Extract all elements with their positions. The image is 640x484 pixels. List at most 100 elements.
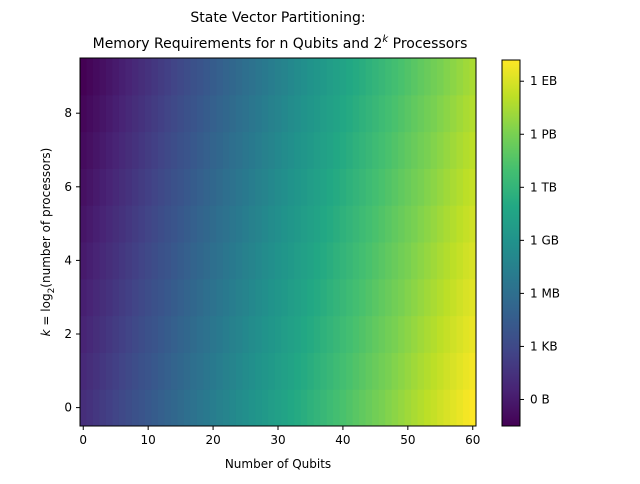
heatmap-cell xyxy=(372,352,380,390)
heatmap-cell xyxy=(437,168,445,206)
heatmap-cell xyxy=(248,352,256,390)
heatmap-cell xyxy=(339,315,347,353)
heatmap-cell xyxy=(105,389,113,427)
heatmap-cell xyxy=(105,242,113,280)
heatmap-cell xyxy=(86,352,94,390)
heatmap-cell xyxy=(190,315,198,353)
heatmap-cell xyxy=(112,278,120,317)
heatmap-cell xyxy=(326,205,334,243)
heatmap-cell xyxy=(125,131,133,169)
heatmap-cell xyxy=(281,389,289,427)
heatmap-cell xyxy=(437,242,445,280)
heatmap-cell xyxy=(424,352,432,390)
heatmap-cell xyxy=(99,315,107,353)
heatmap-cell xyxy=(365,131,373,169)
heatmap-cell xyxy=(92,168,100,206)
heatmap-cell xyxy=(417,58,425,96)
heatmap-cell xyxy=(99,389,107,427)
heatmap-cell xyxy=(99,205,107,243)
heatmap-cell xyxy=(92,352,100,390)
heatmap-cell xyxy=(190,168,198,206)
heatmap-cell xyxy=(157,58,165,96)
heatmap-cell xyxy=(346,168,354,206)
heatmap-cell xyxy=(294,242,302,280)
heatmap-cell xyxy=(463,168,471,206)
heatmap-cell xyxy=(320,131,328,169)
heatmap-cell xyxy=(170,58,178,96)
heatmap-cell xyxy=(151,94,159,133)
heatmap-cell xyxy=(235,315,243,353)
heatmap-cell xyxy=(105,205,113,243)
x-tick-label: 50 xyxy=(400,433,415,447)
heatmap-cell xyxy=(378,352,386,390)
heatmap-cell xyxy=(190,278,198,317)
heatmap-cell xyxy=(118,315,126,353)
heatmap-cell xyxy=(255,278,263,317)
heatmap-cell xyxy=(216,278,224,317)
heatmap-cell xyxy=(430,168,438,206)
heatmap-cell xyxy=(450,94,458,133)
heatmap-cell xyxy=(365,205,373,243)
heatmap-cell xyxy=(209,278,217,317)
heatmap-cell xyxy=(365,278,373,317)
heatmap-cell xyxy=(424,58,432,96)
heatmap-cell xyxy=(144,168,152,206)
heatmap-cell xyxy=(313,58,321,96)
heatmap-cell xyxy=(287,131,295,169)
heatmap-cell xyxy=(92,389,100,427)
heatmap-cell xyxy=(385,278,393,317)
heatmap-cell xyxy=(294,352,302,390)
heatmap-cell xyxy=(307,352,315,390)
heatmap-cell xyxy=(235,278,243,317)
heatmap-cell xyxy=(411,389,419,427)
heatmap-cell xyxy=(222,94,230,133)
heatmap-cell xyxy=(281,205,289,243)
heatmap-cell xyxy=(359,278,367,317)
heatmap-cell xyxy=(86,389,94,427)
heatmap-cell xyxy=(242,389,250,427)
heatmap-cell xyxy=(274,352,282,390)
heatmap-cell xyxy=(287,315,295,353)
heatmap-cell xyxy=(339,352,347,390)
heatmap-cell xyxy=(164,352,172,390)
heatmap-cell xyxy=(385,389,393,427)
heatmap-cell xyxy=(391,94,399,133)
heatmap-cell xyxy=(229,278,237,317)
heatmap-cell xyxy=(92,242,100,280)
heatmap-cell xyxy=(268,278,276,317)
heatmap-cell xyxy=(404,94,412,133)
heatmap-cell xyxy=(469,242,477,280)
heatmap-cell xyxy=(183,58,191,96)
heatmap-cell xyxy=(456,168,464,206)
title-sup: k xyxy=(382,34,389,45)
heatmap-cell xyxy=(300,242,308,280)
heatmap-cell xyxy=(346,389,354,427)
heatmap-cell xyxy=(118,131,126,169)
heatmap-cell xyxy=(346,315,354,353)
y-label-part: = log xyxy=(39,293,53,329)
x-tick-label: 10 xyxy=(141,433,156,447)
heatmap-cell xyxy=(261,352,269,390)
heatmap-cell xyxy=(183,242,191,280)
heatmap-cell xyxy=(80,131,87,169)
heatmap-cell xyxy=(287,242,295,280)
heatmap-cell xyxy=(80,58,87,96)
heatmap-cell xyxy=(229,315,237,353)
heatmap-cell xyxy=(391,352,399,390)
heatmap-cell xyxy=(125,205,133,243)
heatmap-cell xyxy=(385,242,393,280)
heatmap-cell xyxy=(469,131,477,169)
heatmap-cell xyxy=(80,389,87,427)
heatmap-cell xyxy=(268,94,276,133)
heatmap-cell xyxy=(469,389,477,427)
heatmap-cell xyxy=(209,352,217,390)
heatmap-cell xyxy=(177,58,185,96)
heatmap-cell xyxy=(138,389,146,427)
heatmap-cell xyxy=(372,389,380,427)
heatmap-cell xyxy=(352,94,360,133)
heatmap-cell xyxy=(365,352,373,390)
heatmap-cell xyxy=(131,58,139,96)
heatmap-cell xyxy=(294,278,302,317)
heatmap-cell xyxy=(391,131,399,169)
heatmap-cell xyxy=(411,58,419,96)
